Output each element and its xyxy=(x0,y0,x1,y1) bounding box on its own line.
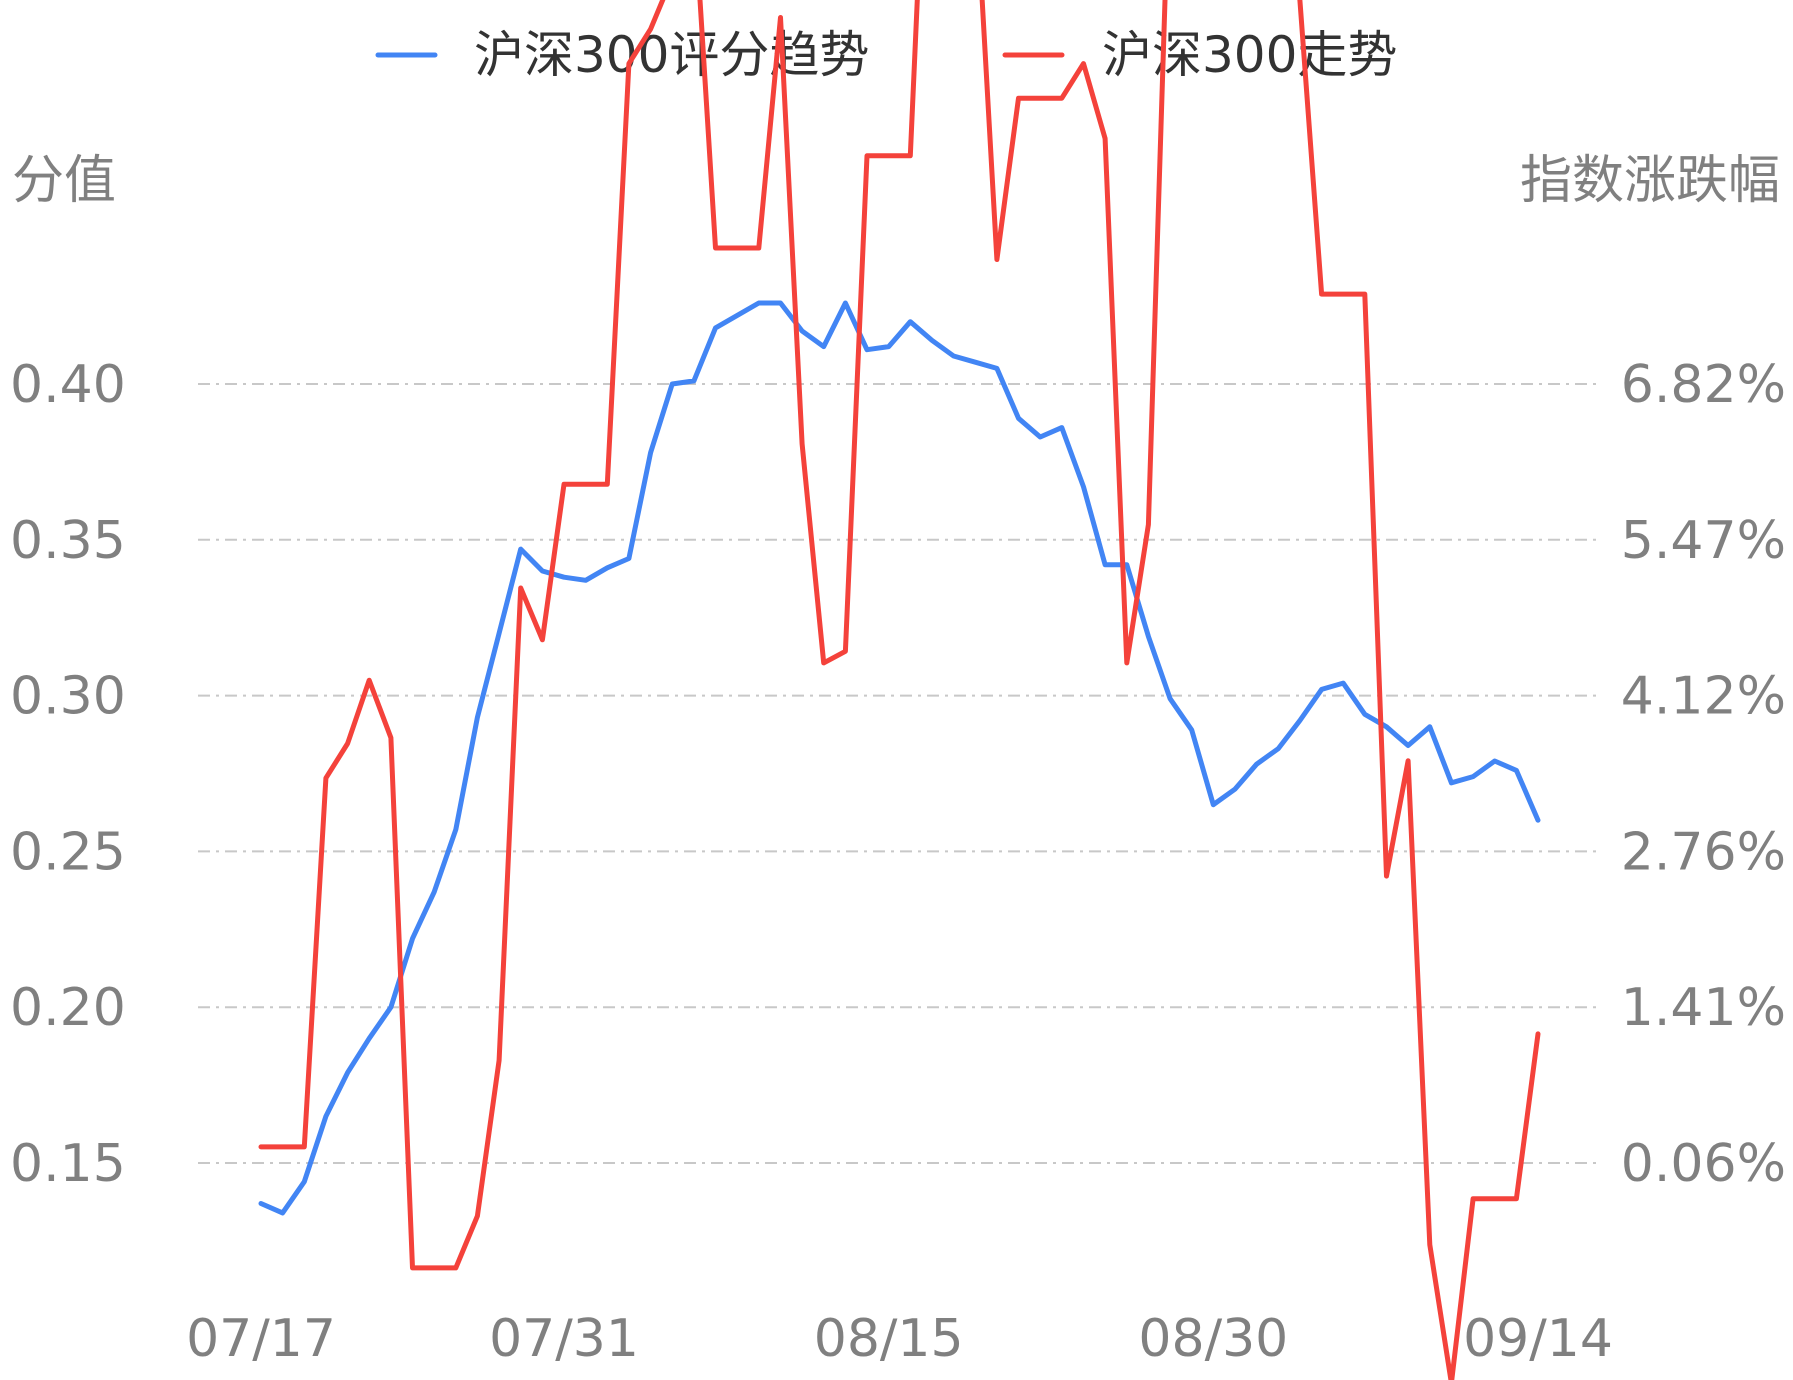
x-tick-label: 09/14 xyxy=(1463,1309,1613,1369)
left-tick-label: 0.25 xyxy=(10,822,126,882)
right-axis-title: 指数涨跌幅 xyxy=(1520,151,1780,211)
x-tick-label: 08/30 xyxy=(1138,1309,1288,1369)
legend-item-score[interactable]: 沪深300评分趋势 xyxy=(375,26,869,84)
right-tick-label: 6.82% xyxy=(1621,355,1786,415)
right-tick-label: 4.12% xyxy=(1621,667,1786,727)
x-tick-label: 07/31 xyxy=(489,1309,639,1369)
legend-label-score: 沪深300评分趋势 xyxy=(474,26,869,84)
left-tick-label: 0.30 xyxy=(10,667,126,727)
grid-lines xyxy=(198,383,1598,1164)
left-tick-label: 0.35 xyxy=(10,511,126,571)
left-tick-label: 0.40 xyxy=(10,355,126,415)
series-lines xyxy=(258,0,1541,1380)
left-axis-ticks: 0.40 0.35 0.30 0.25 0.20 0.15 xyxy=(10,355,126,1194)
right-tick-label: 5.47% xyxy=(1621,511,1786,571)
x-axis-ticks: 07/17 07/31 08/15 08/30 09/14 xyxy=(186,1309,1613,1369)
right-tick-label: 0.06% xyxy=(1621,1134,1786,1194)
x-tick-label: 07/17 xyxy=(186,1309,336,1369)
series-line-index xyxy=(258,0,1541,1380)
legend: 沪深300评分趋势 沪深300走势 xyxy=(375,26,1397,84)
left-tick-label: 0.15 xyxy=(10,1134,126,1194)
series-line-score xyxy=(258,300,1541,1216)
right-axis-ticks: 6.82% 5.47% 4.12% 2.76% 1.41% 0.06% xyxy=(1621,355,1786,1194)
right-tick-label: 2.76% xyxy=(1621,822,1786,882)
x-tick-label: 08/15 xyxy=(814,1309,964,1369)
legend-label-index: 沪深300走势 xyxy=(1102,26,1397,84)
legend-item-index[interactable]: 沪深300走势 xyxy=(1002,26,1397,84)
left-tick-label: 0.20 xyxy=(10,978,126,1038)
right-tick-label: 1.41% xyxy=(1621,978,1786,1038)
left-axis-title: 分值 xyxy=(12,151,116,211)
